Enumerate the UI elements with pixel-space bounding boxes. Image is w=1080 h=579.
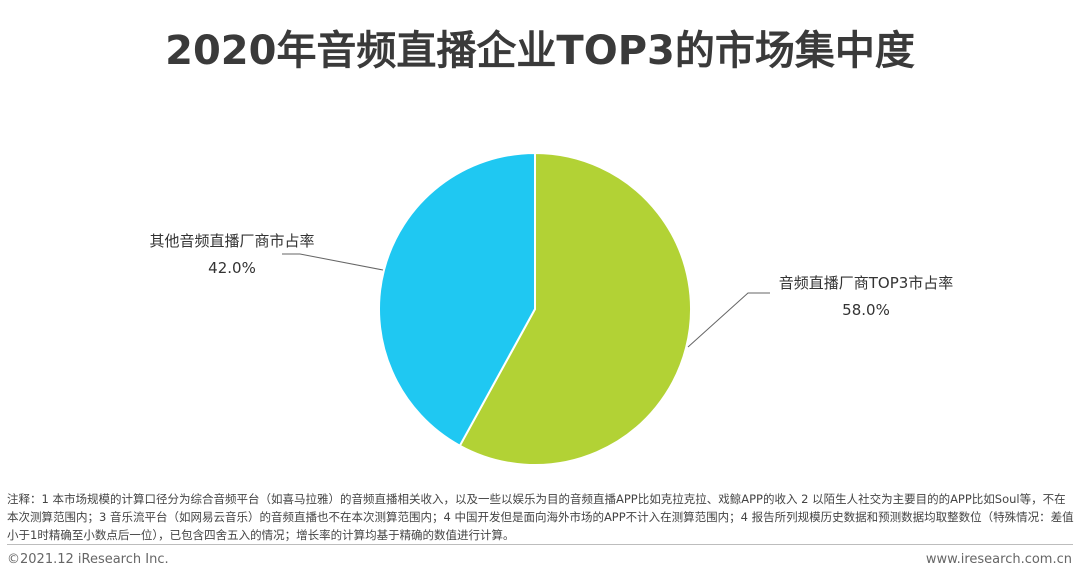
- website-text: www.iresearch.com.cn: [925, 552, 1072, 567]
- chart-title: 2020年音频直播企业TOP3的市场集中度: [165, 28, 915, 74]
- footer-divider: [7, 544, 1073, 545]
- copyright-text: ©2021.12 iResearch Inc.: [7, 552, 169, 567]
- leader-line-2: [282, 253, 384, 271]
- pie-slice-1: [458, 151, 692, 466]
- footnote: 注释：1 本市场规模的计算口径分为综合音频平台（如喜马拉雅）的音频直播相关收入，…: [7, 492, 1074, 542]
- slice-label-1: 音频直播厂商TOP3市占率: [779, 274, 954, 292]
- slice-value-label-1: 58.0%: [842, 301, 890, 319]
- leader-line-1: [687, 292, 770, 348]
- slice-label-2: 其他音频直播厂商市占率: [149, 232, 314, 250]
- pie-slice-2: [378, 151, 536, 448]
- slice-value-label-2: 42.0%: [208, 259, 256, 277]
